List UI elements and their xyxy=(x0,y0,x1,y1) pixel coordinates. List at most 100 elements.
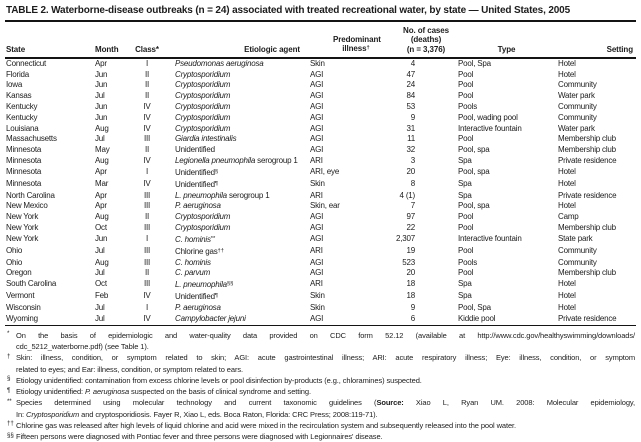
cell-illness: Skin xyxy=(307,303,379,314)
cell-illness: Skin xyxy=(307,291,379,303)
text-segment: C. hominis xyxy=(175,234,211,244)
text-segment: Jul xyxy=(95,268,105,278)
cell-month: May xyxy=(94,145,127,156)
cell-illness: ARI xyxy=(307,191,379,202)
text-segment: Etiology unidentified: xyxy=(16,387,85,397)
cell-class: I xyxy=(127,167,167,179)
text-segment: Spa xyxy=(458,291,472,301)
text-segment: Jun xyxy=(95,69,108,79)
cell-illness: Skin, ear xyxy=(307,201,379,212)
text-segment: Pool, spa xyxy=(458,166,490,176)
cell-state: Massachusetts xyxy=(5,134,94,145)
text-segment: Membership club xyxy=(558,268,616,278)
cell-illness: AGI xyxy=(307,212,379,223)
cell-type: Interactive fountain xyxy=(457,234,556,246)
text-segment: Unidentified xyxy=(175,292,215,302)
text-segment: Unidentified xyxy=(175,145,215,155)
table-row: Minnesota May II Unidentified AGI 32 Pool, spa… xyxy=(5,145,636,156)
text-segment: C. parvum xyxy=(175,268,211,278)
cell-illness: Skin xyxy=(307,58,379,70)
text-segment: 97 xyxy=(406,212,416,222)
cell-month: Jul xyxy=(94,314,127,325)
text-segment: 47 xyxy=(406,69,416,79)
cell-month: Jun xyxy=(94,234,127,246)
text-segment: Skin xyxy=(310,58,325,68)
text-segment: Kentucky xyxy=(6,112,38,122)
text-segment: 7 xyxy=(410,201,415,211)
cell-month: Jul xyxy=(94,268,127,279)
cell-type: Pool xyxy=(457,134,556,145)
text-segment: Cryptosporidium xyxy=(175,80,231,90)
text-segment: Hotel xyxy=(558,201,576,211)
cell-state: Ohio xyxy=(5,246,94,258)
cell-setting: Private residence xyxy=(556,156,636,167)
text-segment: Apr xyxy=(95,166,107,176)
text-segment: 31 xyxy=(406,123,416,133)
cell-setting: Hotel xyxy=(556,291,636,303)
text-segment: Ohio xyxy=(6,257,23,267)
text-segment: Pool, Spa xyxy=(458,58,491,68)
cell-type: Spa xyxy=(457,291,556,303)
text-segment: 24 xyxy=(406,80,416,90)
cell-agent: Unidentified¶ xyxy=(167,179,307,191)
cell-cases: 24 xyxy=(379,80,457,91)
text-segment: Campylobacter jejuni xyxy=(175,313,246,323)
text-segment: § xyxy=(214,168,219,175)
text-segment: serogroup 1 xyxy=(226,190,270,200)
text-segment: 32 xyxy=(406,145,416,155)
cell-setting: Hotel xyxy=(556,70,636,81)
text-segment: 18 xyxy=(406,291,416,301)
cell-agent: Cryptosporidium xyxy=(167,223,307,234)
cell-state: New York xyxy=(5,234,94,246)
text-segment: Source: xyxy=(376,398,404,408)
text-segment: May xyxy=(95,145,110,155)
text-segment: Iowa xyxy=(6,80,23,90)
text-segment: ARI xyxy=(310,155,323,165)
text-segment: Water park xyxy=(558,123,595,133)
text-segment: Unidentified xyxy=(175,167,215,177)
text-segment: Giardia intestinalis xyxy=(175,134,237,144)
cell-month: Aug xyxy=(94,258,127,269)
footnote: †† Chlorine gas was released after high l… xyxy=(7,420,635,431)
cell-class: I xyxy=(127,303,167,314)
cell-illness: ARI, eye xyxy=(307,167,379,179)
table-row: Iowa Jun II Cryptosporidium AGI 24 Pool Communi… xyxy=(5,80,636,91)
cell-class: I xyxy=(127,234,167,246)
cell-cases: 84 xyxy=(379,91,457,102)
cell-cases: 9 xyxy=(379,303,457,314)
cell-setting: Private residence xyxy=(556,191,636,202)
column-header-predominant-illness: Predominant illness† xyxy=(307,22,381,59)
text-segment: 84 xyxy=(406,91,416,101)
text-segment: III xyxy=(143,201,151,211)
text-segment: III xyxy=(143,222,151,232)
cell-cases: 6 xyxy=(379,314,457,325)
cell-illness: AGI xyxy=(307,223,379,234)
table-row: New York Aug II Cryptosporidium AGI 97 Pool Cam… xyxy=(5,212,636,223)
text-segment: Pseudomonas aeruginosa xyxy=(175,58,264,68)
cell-setting: Camp xyxy=(556,212,636,223)
table-row: Minnesota Mar IV Unidentified¶ Skin 8 Spa Hotel xyxy=(5,179,636,191)
table-row: Louisiana Aug IV Cryptosporidium AGI 31 Intera… xyxy=(5,124,636,135)
text-segment: Aug xyxy=(95,155,109,165)
text-segment: On the basis of epidemiologic and water-… xyxy=(16,330,635,340)
cell-class: IV xyxy=(127,314,167,325)
outbreaks-table: State Month Class* Etiologic agent Predo… xyxy=(5,22,636,326)
text-segment: Apr xyxy=(95,190,107,200)
table-row: Ohio Jul III Chlorine gas†† ARI 19 Pool Communi… xyxy=(5,246,636,258)
cell-class: IV xyxy=(127,179,167,191)
text-segment: I xyxy=(145,303,149,313)
text-segment: 19 xyxy=(406,245,416,255)
table-body: Connecticut Apr I Pseudomonas aeruginosa Ski… xyxy=(5,58,636,326)
text-segment: III xyxy=(143,190,151,200)
text-segment: IV xyxy=(143,155,151,165)
footnote: ** Species determined using molecular tec… xyxy=(7,397,635,420)
text-segment: Pools xyxy=(458,257,478,267)
text-segment: Florida xyxy=(6,69,30,79)
cell-class: III xyxy=(127,201,167,212)
footnote-line: Skin: illness, condition, or symptom rel… xyxy=(16,352,635,363)
text-segment: Private residence xyxy=(558,155,617,165)
cell-agent: Giardia intestinalis xyxy=(167,134,307,145)
text-segment: serogroup 1 xyxy=(255,155,298,165)
header-line: No. of cases xyxy=(403,26,449,35)
text-segment: †† xyxy=(217,247,224,254)
